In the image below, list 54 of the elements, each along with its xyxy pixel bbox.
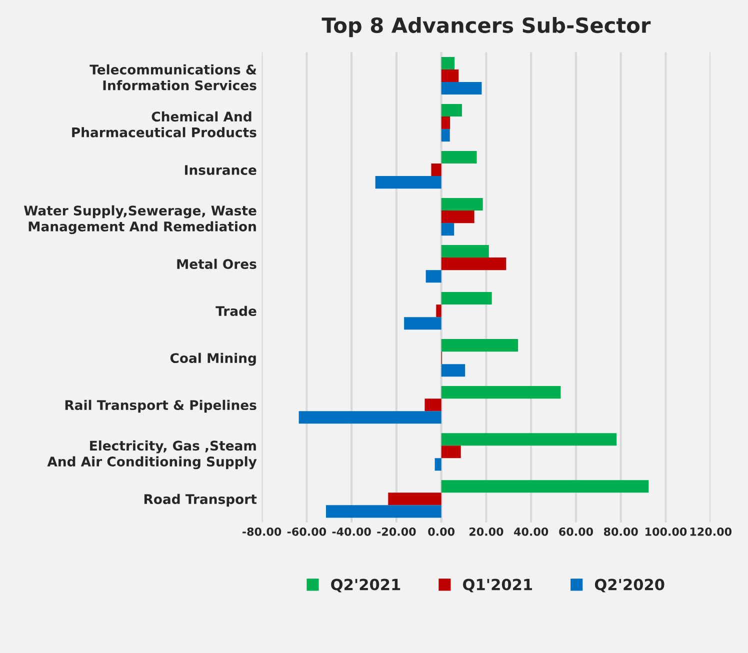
x-tick-label: -40.00 [332,527,371,536]
bar [441,446,461,458]
bar [404,317,442,330]
bar [441,69,459,82]
x-tick-label: 100.00 [646,527,687,536]
y-tick-label: Water Supply,Sewerage, Waste Management And Remediation [24,205,256,234]
bar [441,245,489,258]
bar [424,398,442,412]
bar [375,176,442,189]
y-tick-label: Electricity, Gas ,Steam And Air Conditioning Supply [47,440,257,470]
bar [441,104,462,116]
chart-title: Top 8 Advancers Sub-Sector [322,16,651,38]
y-tick-label: Telecommunications & Information Services [90,64,256,90]
x-tick-label: -20.00 [377,527,416,536]
bar [388,492,442,506]
y-tick-label: Metal Ores [177,258,256,270]
y-tick-label: Rail Transport & Pipelines [65,400,256,413]
bar [441,258,506,270]
legend-label: Q1'2021 [463,578,532,592]
bar [441,129,450,142]
y-tick-label: Insurance [185,165,256,175]
bar [441,223,454,236]
legend-label: Q2'2020 [594,578,664,592]
bar [326,505,442,518]
bar [441,339,518,352]
y-tick-label: Chemical And Pharmaceutical Products [72,111,256,138]
x-tick-label: -60.00 [287,527,326,536]
bar [436,304,442,318]
x-tick-label: 60.00 [559,527,593,536]
y-tick-label: Trade [216,306,256,316]
bar [441,198,483,211]
x-tick-label: 0.00 [428,527,454,536]
bar [441,116,450,130]
bar [441,386,561,399]
bar [441,292,492,305]
bar [441,364,466,377]
x-tick-label: -80.00 [242,527,282,536]
legend-label: Q2'2021 [331,578,400,592]
x-tick-label: 120.00 [690,527,732,536]
x-tick-label: 80.00 [604,527,638,536]
bar [441,433,617,446]
bar [431,164,442,176]
bar [298,411,442,424]
x-tick-label: 40.00 [514,527,548,536]
bar [441,150,477,164]
bar [441,480,649,493]
x-tick-label: 20.00 [470,527,504,536]
bar [441,56,455,70]
bar [426,270,442,283]
y-tick-label: Coal Mining [170,352,256,366]
bar [434,458,442,471]
y-tick-label: Road Transport [144,494,257,507]
bar [441,82,482,95]
bar [441,210,474,224]
